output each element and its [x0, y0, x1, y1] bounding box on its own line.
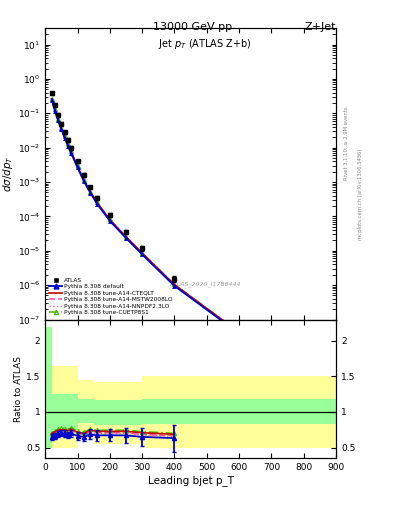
Text: Jet $p_T$ (ATLAS Z+b): Jet $p_T$ (ATLAS Z+b): [158, 37, 252, 51]
X-axis label: Leading bjet p_T: Leading bjet p_T: [148, 475, 233, 486]
Text: Rivet 3.1.10; ≥ 2.9M events: Rivet 3.1.10; ≥ 2.9M events: [344, 106, 349, 180]
Y-axis label: Ratio to ATLAS: Ratio to ATLAS: [14, 356, 23, 422]
Legend: ATLAS, Pythia 8.308 default, Pythia 8.308 tune-A14-CTEQLT, Pythia 8.308 tune-A14: ATLAS, Pythia 8.308 default, Pythia 8.30…: [48, 276, 174, 316]
Text: 13000 GeV pp: 13000 GeV pp: [153, 22, 232, 32]
Text: mcplots.cern.ch [arXiv:1306.3436]: mcplots.cern.ch [arXiv:1306.3436]: [358, 149, 363, 240]
Text: Z+Jet: Z+Jet: [305, 22, 336, 32]
Text: ATLAS_2020_I1788444: ATLAS_2020_I1788444: [169, 282, 241, 287]
Y-axis label: $d\sigma/dp_T$: $d\sigma/dp_T$: [1, 156, 15, 192]
